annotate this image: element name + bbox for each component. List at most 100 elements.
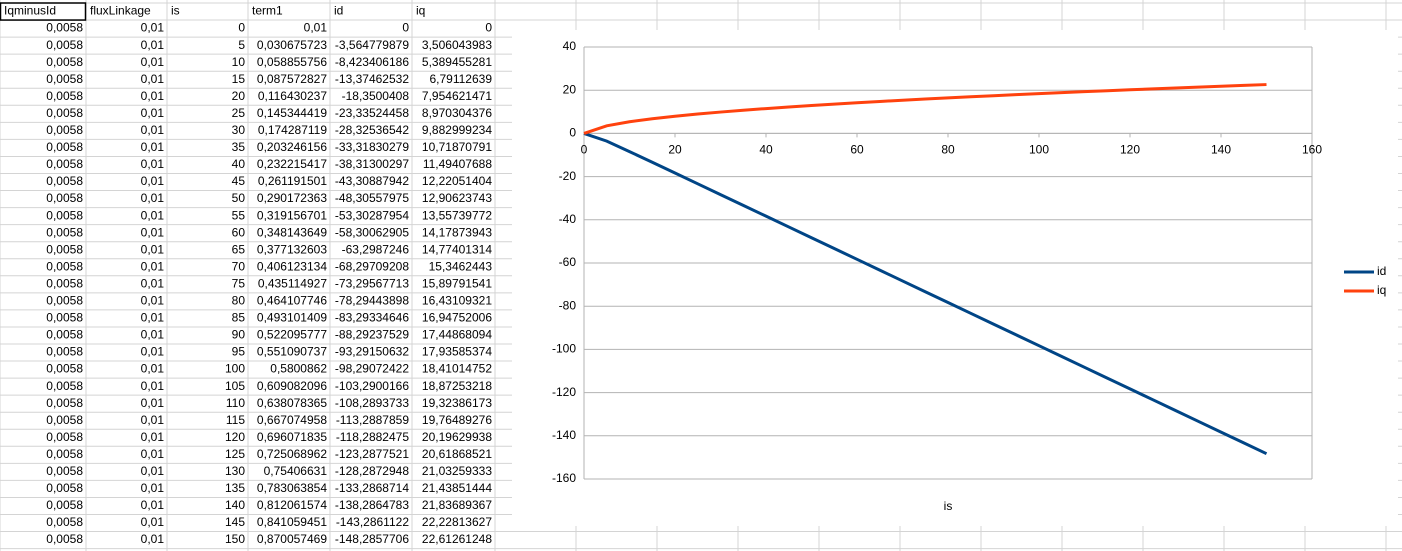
cell[interactable]: 0,01 [141,106,165,120]
cell[interactable]: -108,2893733 [335,396,409,410]
cell[interactable]: 0,0058 [46,498,83,512]
cell[interactable]: 0,0058 [46,311,83,325]
cell[interactable]: -18,3500408 [342,89,410,103]
cell[interactable]: -123,2877521 [335,447,409,461]
cell[interactable]: 0,0058 [46,38,83,52]
cell[interactable]: 0,0058 [46,140,83,154]
cell[interactable]: 0,0058 [46,242,83,256]
cell[interactable]: 35 [232,140,246,154]
cell[interactable]: 0,464107746 [257,294,327,308]
cell[interactable]: 0,01 [141,430,165,444]
cell[interactable]: -23,33524458 [335,106,409,120]
cell[interactable]: -48,30557975 [335,191,409,205]
cell[interactable]: 0,01 [141,89,165,103]
cell[interactable]: 0,0058 [46,294,83,308]
cell[interactable]: 22,61261248 [422,532,492,546]
cell[interactable]: 0,261191501 [258,174,328,188]
cell[interactable]: 0,116430237 [258,89,328,103]
cell[interactable]: -78,29443898 [335,294,409,308]
cell[interactable]: 0 [485,21,492,35]
cell[interactable]: 0,0058 [46,362,83,376]
cell[interactable]: 0,0058 [46,21,83,35]
cell[interactable]: -3,564779879 [335,38,409,52]
cell[interactable]: 0,01 [141,276,165,290]
cell[interactable]: 105 [225,379,245,393]
cell[interactable]: 0,0058 [46,174,83,188]
cell[interactable]: 0,01 [141,447,165,461]
cell[interactable]: 0,01 [141,21,165,35]
cell[interactable]: 0,435114927 [258,276,328,290]
cell[interactable]: 40 [232,157,246,171]
cell[interactable]: 0,0058 [46,481,83,495]
cell[interactable]: 0,01 [141,481,165,495]
cell[interactable]: 0,01 [141,532,165,546]
cell[interactable]: 14,77401314 [422,242,492,256]
cell[interactable]: -103,2900166 [335,379,409,393]
cell[interactable]: 0,030675723 [257,38,327,52]
cell[interactable]: 0,01 [141,242,165,256]
cell[interactable]: -63,2987246 [342,242,410,256]
cell[interactable]: 0,01 [141,174,165,188]
cell[interactable]: 0,0058 [46,464,83,478]
cell[interactable]: 95 [232,345,246,359]
cell[interactable]: 70 [232,259,246,273]
cell[interactable]: -58,30062905 [335,225,409,239]
cell[interactable]: 0,0058 [46,259,83,273]
cell[interactable]: -128,2872948 [335,464,409,478]
column-header[interactable]: id [334,4,343,18]
cell[interactable]: 0,377132603 [257,242,327,256]
cell[interactable]: 0,01 [304,21,328,35]
cell[interactable]: 19,76489276 [422,413,492,427]
cell[interactable]: 30 [232,123,246,137]
cell[interactable]: 0,01 [141,157,165,171]
cell[interactable]: 16,43109321 [422,294,492,308]
cell[interactable]: 22,22813627 [422,515,492,529]
cell[interactable]: 0,290172363 [257,191,327,205]
cell[interactable]: 0,0058 [46,157,83,171]
cell[interactable]: 10,71870791 [422,140,492,154]
cell[interactable]: 60 [232,225,246,239]
column-header[interactable]: iq [416,4,425,18]
cell[interactable]: 0,0058 [46,413,83,427]
cell[interactable]: 130 [225,464,245,478]
cell[interactable]: 0,01 [141,379,165,393]
cell[interactable]: 0,087572827 [257,72,327,86]
cell[interactable]: 20,61868521 [422,447,492,461]
cell[interactable]: -13,37462532 [335,72,409,86]
cell[interactable]: 6,79112639 [429,72,492,86]
cell[interactable]: 150 [225,532,245,546]
cell[interactable]: 0,725068962 [257,447,327,461]
cell[interactable]: 0,812061574 [257,498,327,512]
cell[interactable]: 0,0058 [46,123,83,137]
cell[interactable]: 120 [225,430,245,444]
cell[interactable]: 0,01 [141,259,165,273]
cell[interactable]: 0,01 [141,328,165,342]
cell[interactable]: -43,30887942 [335,174,409,188]
cell[interactable]: 100 [225,362,245,376]
cell[interactable]: 0,0058 [46,225,83,239]
cell[interactable]: 0,0058 [46,447,83,461]
cell[interactable]: 0,696071835 [257,430,327,444]
cell[interactable]: -133,2868714 [335,481,409,495]
cell[interactable]: 0,783063854 [257,481,327,495]
column-header[interactable]: is [171,4,180,18]
cell[interactable]: 18,87253218 [422,379,492,393]
cell[interactable]: 0,01 [141,191,165,205]
cell[interactable]: 0,0058 [46,89,83,103]
cell[interactable]: 0,0058 [46,532,83,546]
cell[interactable]: 0,01 [141,464,165,478]
cell[interactable]: -138,2864783 [335,498,409,512]
column-header[interactable]: IqminusId [4,4,56,18]
cell[interactable]: 0,01 [141,208,165,222]
cell[interactable]: 0,0058 [46,515,83,529]
cell[interactable]: -118,2882475 [336,430,410,444]
cell[interactable]: 0,01 [141,515,165,529]
cell[interactable]: 10 [232,55,246,69]
cell[interactable]: 0,01 [141,345,165,359]
column-header[interactable]: fluxLinkage [90,4,151,18]
cell[interactable]: 0,0058 [46,72,83,86]
cell[interactable]: 0,0058 [46,208,83,222]
cell[interactable]: 0,01 [141,362,165,376]
cell[interactable]: 5 [238,38,245,52]
cell[interactable]: 8,970304376 [422,106,492,120]
